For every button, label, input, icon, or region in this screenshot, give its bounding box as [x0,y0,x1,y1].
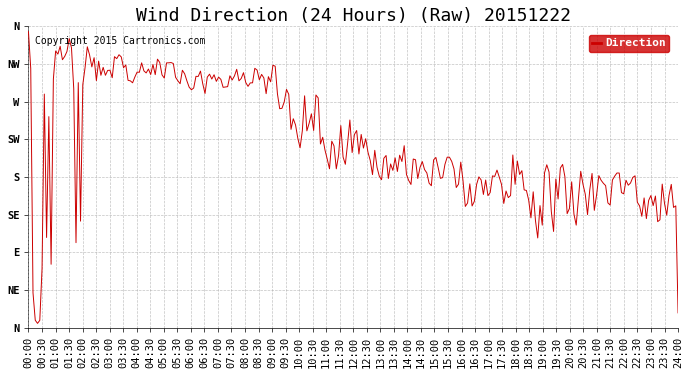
Legend: Direction: Direction [589,35,669,52]
Title: Wind Direction (24 Hours) (Raw) 20151222: Wind Direction (24 Hours) (Raw) 20151222 [136,7,571,25]
Text: Copyright 2015 Cartronics.com: Copyright 2015 Cartronics.com [35,36,206,45]
